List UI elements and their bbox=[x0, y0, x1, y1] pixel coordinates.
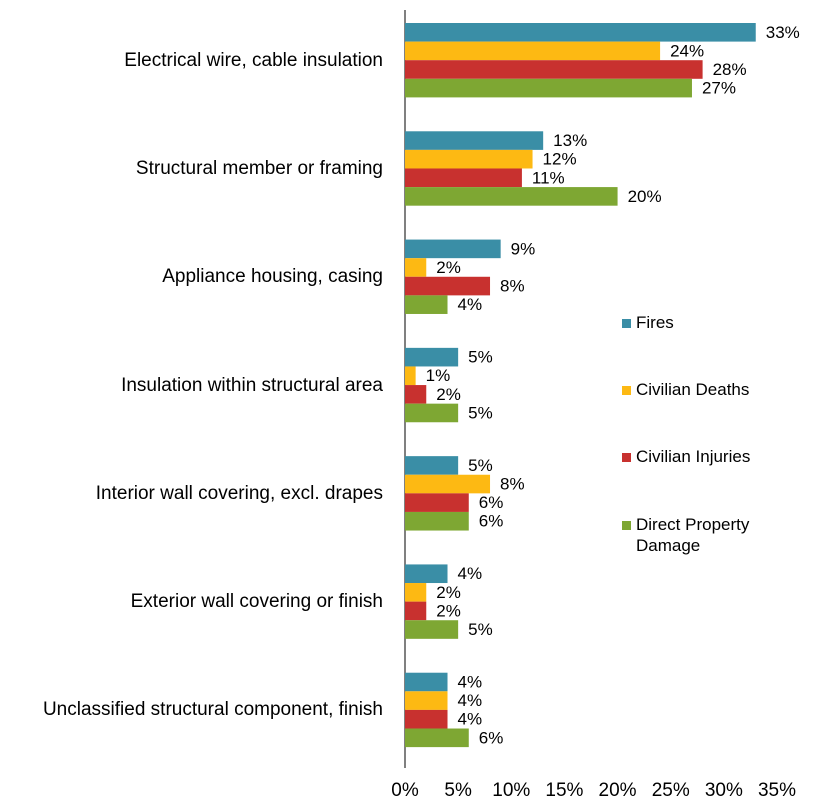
data-label: 2% bbox=[436, 583, 461, 602]
data-label: 2% bbox=[436, 601, 461, 620]
bar bbox=[405, 728, 469, 748]
data-label: 6% bbox=[479, 728, 504, 747]
bar bbox=[405, 60, 703, 79]
bar bbox=[405, 511, 469, 531]
data-label: 4% bbox=[458, 710, 483, 729]
legend-label: Civilian Injuries bbox=[636, 447, 751, 466]
data-label: 12% bbox=[543, 150, 577, 169]
x-tick-label: 35% bbox=[758, 780, 796, 801]
bar bbox=[405, 564, 448, 584]
legend-swatch bbox=[622, 453, 631, 462]
category-text: Insulation within structural area bbox=[121, 374, 383, 396]
bar bbox=[405, 403, 459, 423]
bar bbox=[405, 23, 756, 42]
bar bbox=[405, 620, 459, 639]
bar bbox=[405, 276, 491, 296]
category-label: Unclassified structural component, finis… bbox=[43, 698, 383, 721]
bar bbox=[405, 456, 459, 475]
bar bbox=[405, 672, 448, 692]
data-label: 6% bbox=[479, 493, 504, 512]
data-label: 5% bbox=[468, 403, 493, 422]
bar bbox=[405, 366, 416, 386]
bar bbox=[405, 78, 692, 98]
data-label: 2% bbox=[436, 258, 461, 277]
x-tick-label: 20% bbox=[599, 780, 637, 801]
data-label: 28% bbox=[713, 60, 747, 79]
bar bbox=[405, 347, 459, 367]
data-label: 6% bbox=[479, 512, 504, 531]
x-tick-label: 30% bbox=[705, 780, 743, 801]
data-label: 5% bbox=[468, 620, 493, 639]
legend-label: Civilian Deaths bbox=[636, 380, 750, 399]
category-text: Exterior wall covering or finish bbox=[130, 591, 383, 613]
category-label: Exterior wall covering or finish bbox=[131, 590, 383, 613]
data-label: 33% bbox=[766, 23, 800, 42]
bar bbox=[405, 493, 469, 512]
data-label: 8% bbox=[500, 277, 525, 296]
category-label: Structural member or framing bbox=[136, 157, 383, 180]
bar bbox=[405, 149, 533, 169]
category-text: Unclassified structural component, finis… bbox=[42, 699, 383, 721]
bar bbox=[405, 583, 427, 602]
bar bbox=[405, 131, 544, 150]
category-label: Electrical wire, cable insulation bbox=[124, 49, 383, 72]
bar bbox=[405, 691, 448, 710]
data-label: 4% bbox=[458, 295, 483, 314]
bar bbox=[405, 295, 448, 314]
x-tick-label: 10% bbox=[492, 780, 530, 801]
data-label: 4% bbox=[458, 672, 483, 691]
bar bbox=[405, 41, 661, 61]
data-label: 20% bbox=[628, 187, 662, 206]
bar bbox=[405, 709, 448, 729]
x-tick-label: 15% bbox=[545, 780, 583, 801]
legend-label: Fires bbox=[636, 313, 674, 332]
legend-swatch bbox=[622, 319, 631, 328]
legend-label: Direct Property Damage bbox=[636, 515, 750, 555]
data-label: 2% bbox=[436, 385, 461, 404]
data-label: 5% bbox=[468, 456, 493, 475]
category-text: Structural member or framing bbox=[135, 157, 383, 179]
bar bbox=[405, 187, 618, 206]
data-label: 13% bbox=[553, 131, 587, 150]
category-text: Interior wall covering, excl. drapes bbox=[95, 482, 383, 504]
x-tick-label: 0% bbox=[391, 780, 419, 801]
category-label: Insulation within structural area bbox=[121, 374, 383, 397]
bar bbox=[405, 258, 427, 277]
data-label: 9% bbox=[511, 239, 536, 258]
bar bbox=[405, 601, 427, 621]
bar bbox=[405, 168, 522, 188]
data-label: 4% bbox=[458, 564, 483, 583]
category-label: Interior wall covering, excl. drapes bbox=[96, 482, 383, 505]
category-label: Appliance housing, casing bbox=[162, 265, 383, 288]
bar bbox=[405, 474, 491, 494]
data-label: 11% bbox=[532, 168, 565, 187]
bar bbox=[405, 385, 427, 404]
category-text: Electrical wire, cable insulation bbox=[124, 49, 383, 71]
x-tick-label: 5% bbox=[444, 780, 472, 801]
data-label: 27% bbox=[702, 79, 736, 98]
bar bbox=[405, 239, 501, 259]
data-label: 5% bbox=[468, 348, 493, 367]
x-tick-label: 25% bbox=[652, 780, 690, 801]
data-label: 24% bbox=[670, 41, 704, 60]
data-label: 1% bbox=[426, 366, 451, 385]
data-label: 4% bbox=[458, 691, 483, 710]
legend-swatch bbox=[622, 521, 631, 530]
data-label: 8% bbox=[500, 475, 525, 494]
category-text: Appliance housing, casing bbox=[162, 266, 383, 288]
legend-swatch bbox=[622, 386, 631, 395]
